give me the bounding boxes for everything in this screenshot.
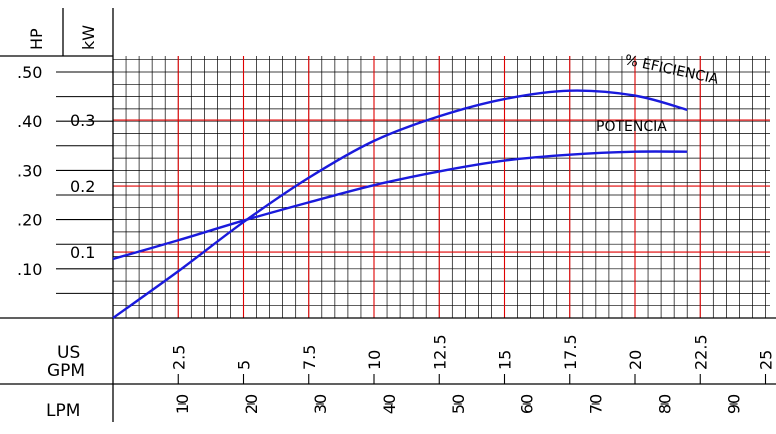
lpm-tick-label: 90 <box>725 394 744 414</box>
lpm-tick-label: 10 <box>173 394 192 414</box>
hp-tick-label: .30 <box>17 161 42 180</box>
lpm-tick-label: 70 <box>587 394 606 414</box>
lpm-tick-label: 30 <box>311 394 330 414</box>
gpm-tick-label: 20 <box>626 350 645 370</box>
lpm-tick-label: 50 <box>449 394 468 414</box>
gpm-tick-label: 25 <box>757 350 776 370</box>
gpm-tick-label: 22.5 <box>691 334 710 370</box>
gpm-tick-label: 7.5 <box>300 345 319 370</box>
plot-grid <box>112 56 770 319</box>
lpm-tick-label: 20 <box>242 394 261 414</box>
lpm-axis-label: LPM <box>46 401 80 421</box>
gpm-tick-label: 17.5 <box>561 334 580 370</box>
series-line-eficiencia <box>112 89 688 319</box>
series-label-potencia: POTENCIA <box>596 119 667 135</box>
kw-tick-label: 0.3 <box>70 111 95 130</box>
gpm-tick-label: 15 <box>496 350 515 370</box>
lpm-tick-label: 80 <box>656 394 675 414</box>
gpm-axis-label-line1: US <box>57 343 80 363</box>
lpm-tick-label: 60 <box>518 394 537 414</box>
series-curves <box>112 89 688 319</box>
series-line-potencia <box>112 150 688 261</box>
hp-tick-label: .20 <box>17 211 42 230</box>
kw-tick-label: 0.1 <box>70 243 95 262</box>
hp-tick-label: .10 <box>17 260 42 279</box>
gpm-tick-label: 10 <box>365 350 384 370</box>
series-label-eficiencia: % EFICIENCIA <box>623 52 720 88</box>
labels: .10 .20 .30 .40 .50 0.1 0.2 0.3 HP kW 2.5 5 7.5 10 12.… <box>17 25 776 421</box>
hp-tick-label: .50 <box>17 63 42 82</box>
gpm-tick-label: 2.5 <box>169 345 188 370</box>
gpm-axis-label-line2: GPM <box>47 361 85 381</box>
hp-axis-label: HP <box>27 28 46 50</box>
gpm-tick-label: 12.5 <box>430 334 449 370</box>
gpm-tick-label: 5 <box>235 360 254 370</box>
kw-tick-label: 0.2 <box>70 177 95 196</box>
lpm-tick-label: 40 <box>380 394 399 414</box>
hp-tick-label: .40 <box>17 112 42 131</box>
kw-axis-label: kW <box>79 25 98 50</box>
axes <box>0 8 776 422</box>
